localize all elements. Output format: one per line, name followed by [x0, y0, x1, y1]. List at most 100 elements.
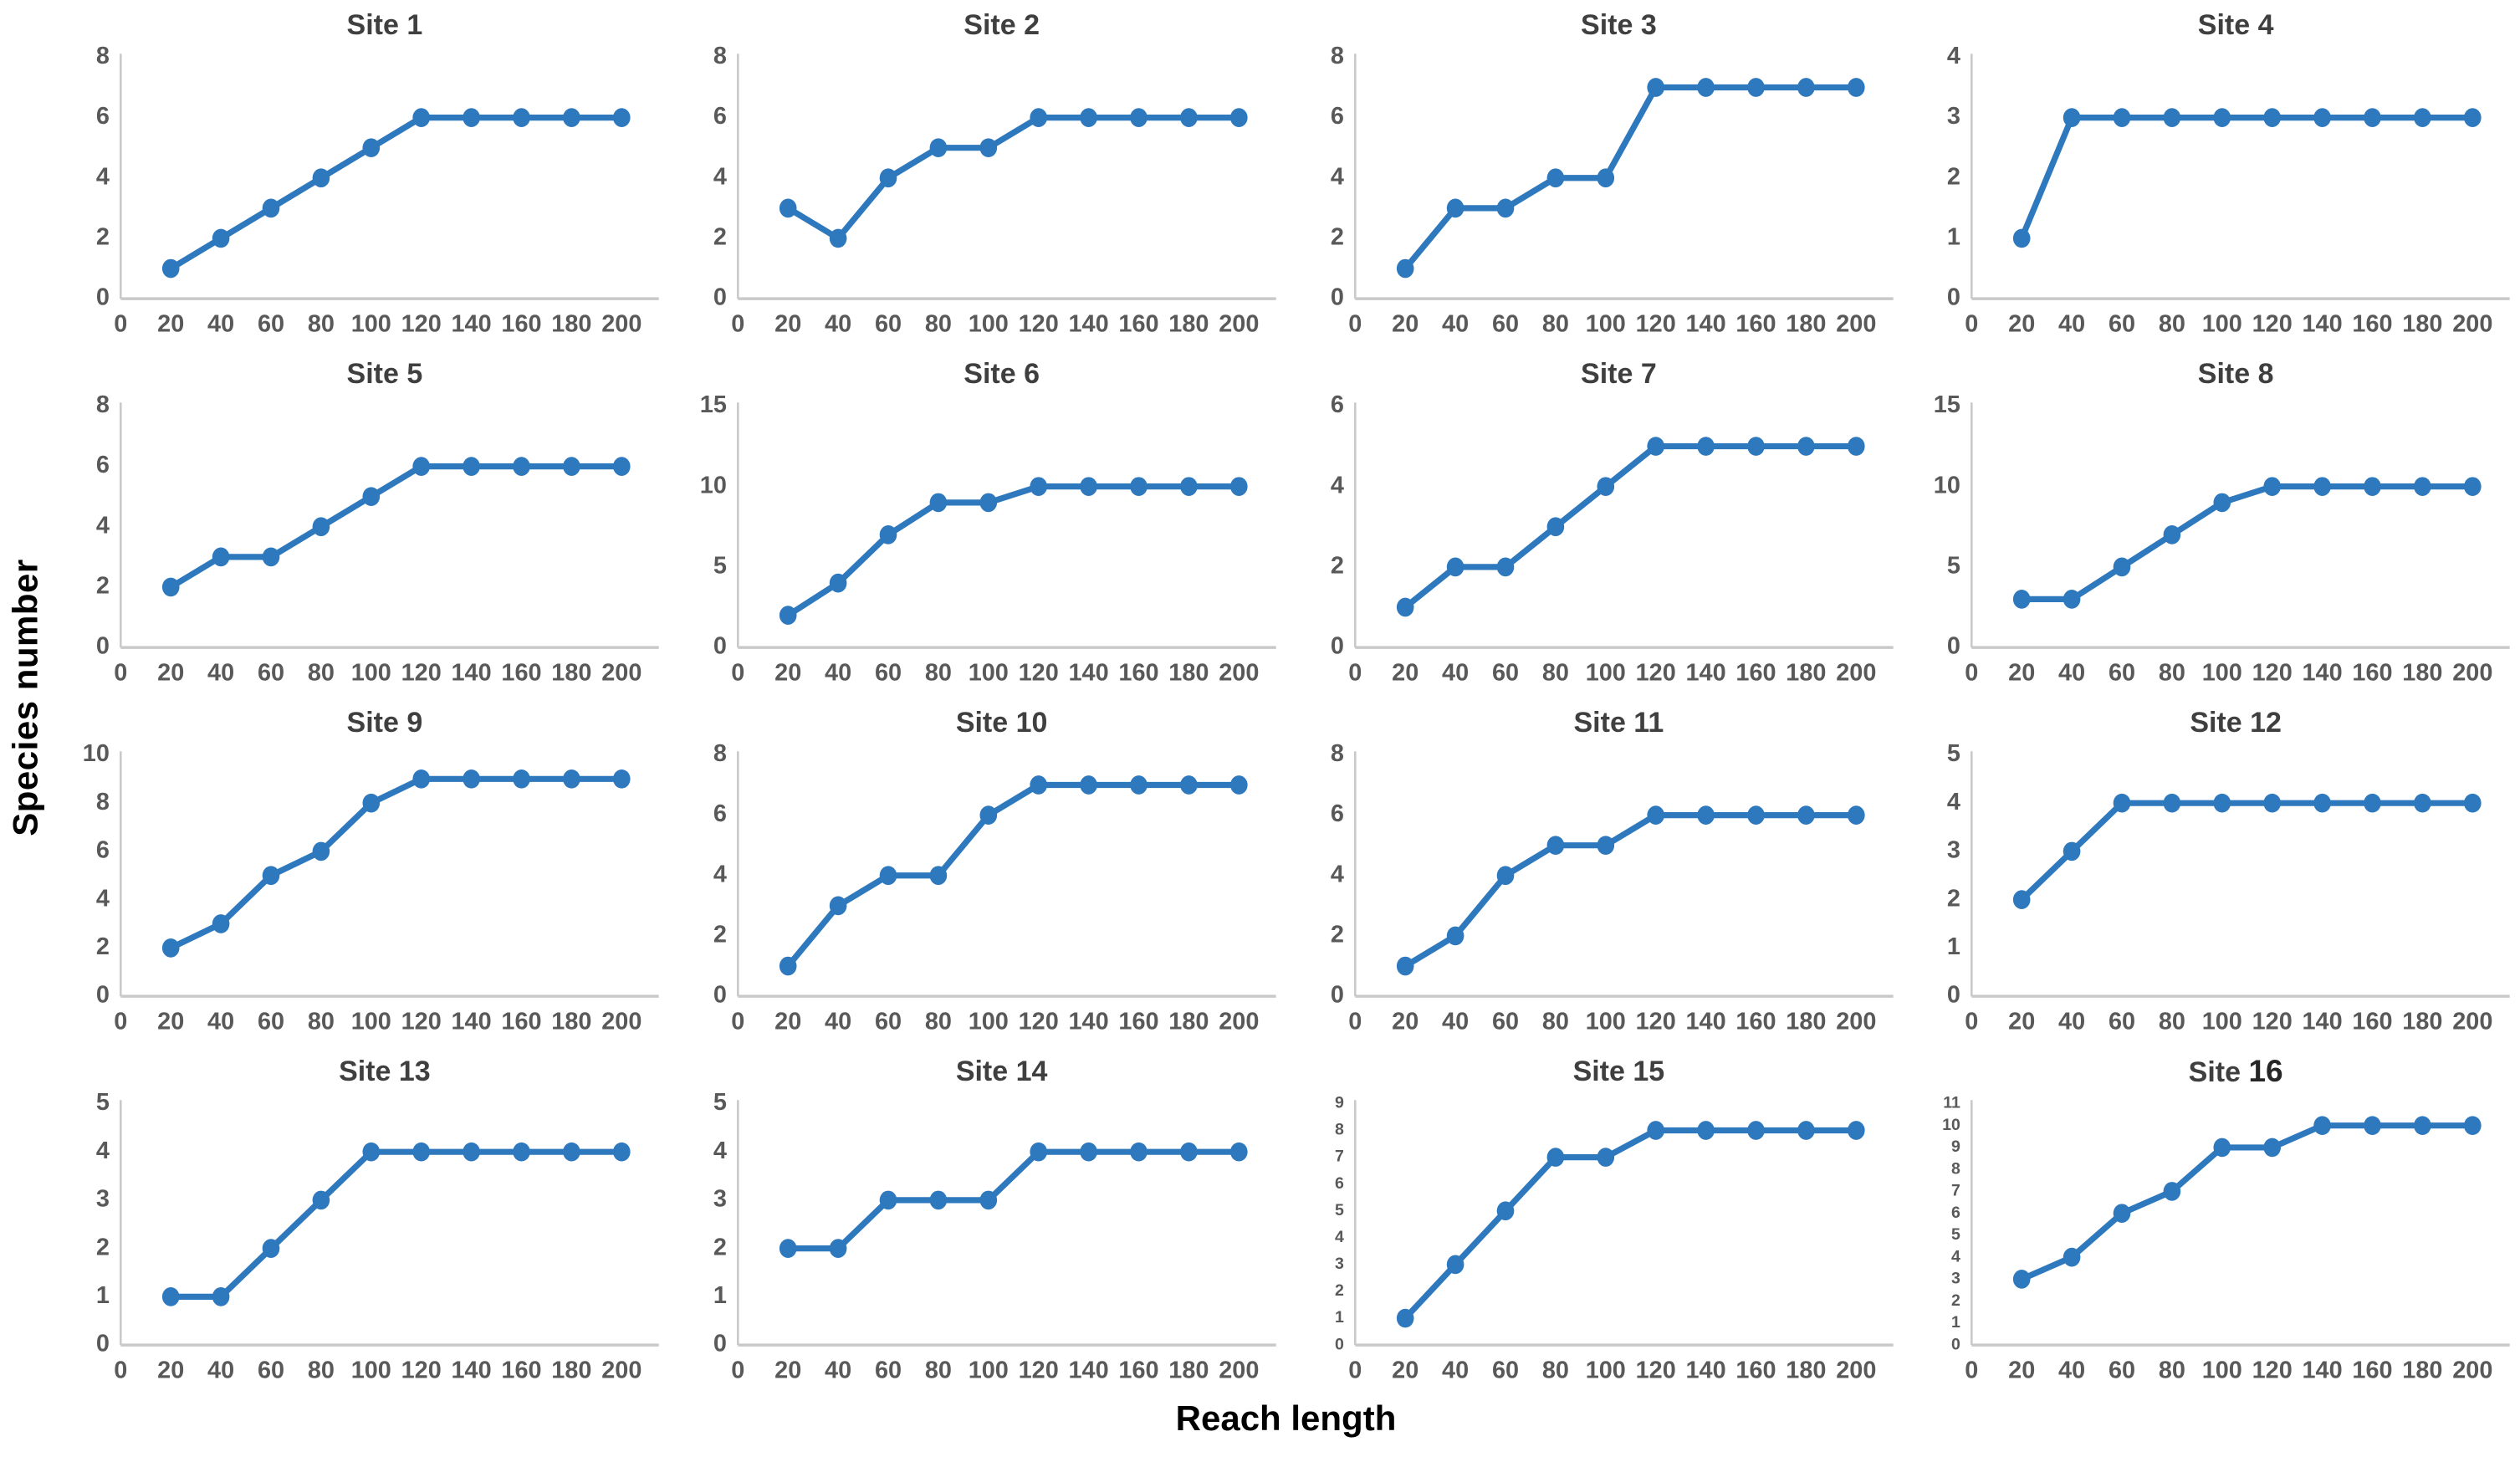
- y-tick-label: 10: [83, 743, 110, 767]
- x-tick-label: 160: [501, 310, 541, 337]
- data-point: [2063, 841, 2081, 861]
- y-axis-label-wrap: Species number: [0, 0, 52, 1395]
- x-tick-label: 140: [2303, 1357, 2343, 1383]
- x-tick-label: 120: [1018, 1357, 1058, 1383]
- chart-title: Site 10: [955, 706, 1048, 739]
- chart-site-3: Site 3 0 2 4 6 8 0 20 40 60 80 100 120 140 160 180 200: [1286, 0, 1904, 349]
- data-point: [362, 487, 381, 506]
- data-point: [463, 769, 480, 789]
- x-tick-label: 200: [601, 310, 642, 337]
- y-tick-label: 6: [1335, 1174, 1344, 1193]
- data-point: [2464, 477, 2482, 496]
- data-point: [879, 866, 897, 885]
- y-tick-label: 4: [96, 163, 110, 190]
- data-point: [362, 793, 381, 813]
- x-tick-label: 140: [452, 659, 492, 686]
- y-tick-label: 7: [1335, 1148, 1344, 1166]
- x-tick-label: 160: [1735, 1357, 1776, 1383]
- data-point: [1546, 168, 1564, 188]
- data-point: [2414, 477, 2431, 496]
- chart-title: Site 7: [1581, 357, 1657, 390]
- x-tick-label: 200: [601, 659, 642, 686]
- data-point: [2313, 108, 2332, 127]
- data-point: [1596, 168, 1614, 188]
- data-point: [1179, 108, 1198, 127]
- data-point: [2263, 1137, 2282, 1158]
- x-tick-label: 100: [2202, 310, 2242, 337]
- x-tick-label: 80: [308, 1008, 335, 1035]
- y-tick-label: 10: [1934, 472, 1960, 498]
- chart-title: Site 6: [964, 357, 1040, 390]
- chart-site-12: Site 12 0 1 2 3 4 5 0 20 40 60 80 100 120 140 160 180 200: [1903, 698, 2520, 1046]
- y-tick-label: 8: [1951, 1159, 1960, 1178]
- data-point: [262, 547, 280, 567]
- data-point: [1396, 1308, 1414, 1328]
- x-tick-label: 20: [774, 1008, 801, 1035]
- data-point: [212, 228, 230, 248]
- y-tick-label: 0: [1330, 284, 1343, 311]
- data-point: [1596, 1148, 1614, 1167]
- data-point: [1129, 1142, 1148, 1162]
- x-tick-label: 40: [2058, 1008, 2085, 1035]
- x-tick-label: 120: [401, 1008, 442, 1035]
- x-tick-label: 20: [774, 310, 801, 337]
- data-point: [1496, 198, 1514, 218]
- data-point: [463, 108, 480, 127]
- data-point: [1546, 517, 1564, 537]
- x-tick-label: 0: [731, 1008, 744, 1035]
- x-tick-label: 200: [1219, 1008, 1259, 1035]
- data-point: [2013, 228, 2031, 248]
- x-tick-label: 180: [551, 659, 591, 686]
- y-tick-label: 3: [1947, 103, 1960, 130]
- x-tick-label: 200: [2452, 1008, 2492, 1035]
- y-tick-label: 6: [713, 103, 727, 130]
- y-tick-label: 0: [1947, 982, 1960, 1009]
- y-tick-label: 0: [1335, 1335, 1344, 1353]
- x-tick-label: 120: [1018, 1008, 1058, 1035]
- y-tick-label: 2: [713, 1234, 727, 1260]
- y-tick-label: 0: [713, 1331, 727, 1357]
- chart-title: Site 13: [339, 1055, 431, 1087]
- x-tick-label: 40: [1442, 659, 1469, 686]
- data-line: [1402, 1127, 1859, 1322]
- x-tick-label: 20: [157, 310, 184, 337]
- data-point: [1446, 198, 1464, 218]
- y-tick-label: 5: [1951, 1225, 1960, 1244]
- data-point: [1847, 805, 1865, 825]
- y-tick-label: 1: [96, 1282, 110, 1309]
- chart-plot: 0 1 2 3 4 5 0 20 40 60 80 100 120 140 160 180 200: [1947, 743, 2510, 1035]
- data-point: [929, 493, 947, 513]
- x-tick-label: 80: [925, 1008, 952, 1035]
- x-tick-label: 20: [1392, 310, 1418, 337]
- x-tick-label: 80: [925, 659, 952, 686]
- data-point: [612, 108, 631, 127]
- x-tick-label: 40: [2058, 1357, 2085, 1383]
- chart-title: Site 12: [2190, 706, 2282, 739]
- x-tick-label: 100: [351, 1008, 391, 1035]
- data-point: [2163, 793, 2181, 813]
- data-point: [312, 168, 330, 188]
- data-point: [2113, 557, 2131, 577]
- x-tick-label: 80: [2159, 1008, 2185, 1035]
- x-tick-label: 160: [1735, 1008, 1776, 1035]
- data-line: [167, 114, 625, 272]
- x-tick-label: 40: [825, 659, 851, 686]
- data-point: [1129, 477, 1148, 496]
- data-point: [829, 1239, 847, 1258]
- x-tick-label: 60: [258, 1008, 284, 1035]
- data-point: [563, 769, 580, 789]
- x-tick-label: 120: [1635, 1008, 1675, 1035]
- y-tick-label: 6: [96, 452, 110, 478]
- data-point: [563, 1142, 580, 1162]
- y-tick-label: 4: [1947, 789, 1960, 815]
- chart-site-11: Site 11 0 2 4 6 8 0 20 40 60 80 100 120 140 160 180 200: [1286, 698, 1904, 1046]
- chart-title-prefix: Site: [2188, 1056, 2249, 1088]
- x-tick-label: 180: [2403, 1357, 2443, 1383]
- x-tick-label: 160: [2353, 1357, 2393, 1383]
- x-tick-label: 60: [258, 1357, 284, 1383]
- x-tick-label: 80: [2159, 659, 2185, 686]
- data-point: [829, 228, 847, 248]
- x-tick-label: 20: [2008, 310, 2035, 337]
- y-tick-label: 6: [713, 800, 727, 827]
